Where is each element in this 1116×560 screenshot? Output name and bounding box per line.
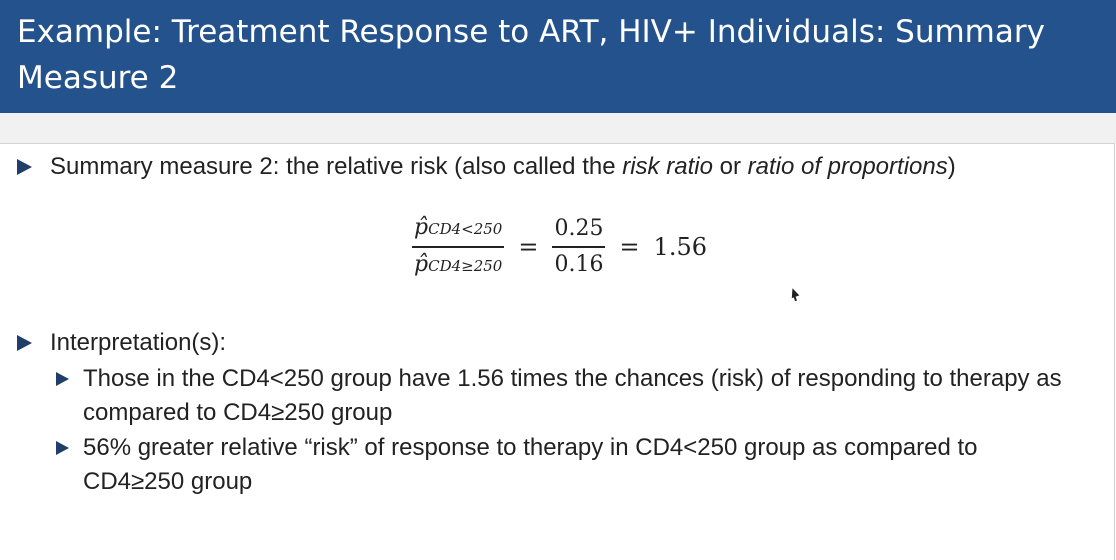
triangle-right-icon xyxy=(17,159,32,175)
bullet-interpretations: Interpretation(s): xyxy=(17,326,226,360)
value-numerator: 0.25 xyxy=(554,216,604,241)
summary-italic-risk-ratio: risk ratio xyxy=(622,153,713,180)
p-hat-numerator: p̂ xyxy=(414,215,429,240)
interpretation-label: Interpretation(s): xyxy=(50,329,227,356)
formula-denominator: p̂CD4≥250 xyxy=(412,248,504,281)
sub-bullet-interpretation-2: 56% greater relative “risk” of response … xyxy=(56,431,1066,499)
equals-sign-2: = xyxy=(619,232,640,261)
value-denominator: 0.16 xyxy=(554,251,604,277)
formula-result: 1.56 xyxy=(653,232,707,261)
value-fraction-bar xyxy=(552,246,606,248)
summary-suffix: ) xyxy=(947,153,956,180)
summary-middle: or xyxy=(712,153,748,180)
sub-bullet-text-2: 56% greater relative “risk” of response … xyxy=(83,434,978,495)
value-fraction: 0.25 0.16 xyxy=(552,214,606,280)
numerator-subscript: CD4<250 xyxy=(428,220,503,238)
triangle-right-icon xyxy=(56,441,69,455)
formula-numerator: p̂CD4<250 xyxy=(412,213,504,246)
p-hat-denominator: p̂ xyxy=(414,251,429,277)
equals-sign-1: = xyxy=(518,232,539,261)
summary-prefix: Summary measure 2: the relative risk (al… xyxy=(50,153,623,180)
relative-risk-formula: p̂CD4<250 p̂CD4≥250 = 0.25 0.16 = 1.56 xyxy=(412,213,707,281)
triangle-right-icon xyxy=(56,372,69,386)
denominator-subscript: CD4≥250 xyxy=(428,256,503,275)
triangle-right-icon xyxy=(17,335,32,351)
fraction-bar xyxy=(412,246,505,248)
bullet-summary-text: Summary measure 2: the relative risk (al… xyxy=(50,150,956,184)
header-separator-band xyxy=(0,113,1116,143)
summary-italic-ratio-of-proportions: ratio of proportions xyxy=(747,153,948,180)
content-area xyxy=(0,143,1115,560)
proportion-fraction: p̂CD4<250 p̂CD4≥250 xyxy=(412,213,505,281)
sub-bullet-interpretation-1: Those in the CD4<250 group have 1.56 tim… xyxy=(56,362,1066,430)
slide-title: Example: Treatment Response to ART, HIV+… xyxy=(17,14,1045,96)
bullet-summary-measure: Summary measure 2: the relative risk (al… xyxy=(17,150,956,184)
sub-bullet-text-1: Those in the CD4<250 group have 1.56 tim… xyxy=(83,365,1062,426)
title-bar: Example: Treatment Response to ART, HIV+… xyxy=(0,0,1116,113)
